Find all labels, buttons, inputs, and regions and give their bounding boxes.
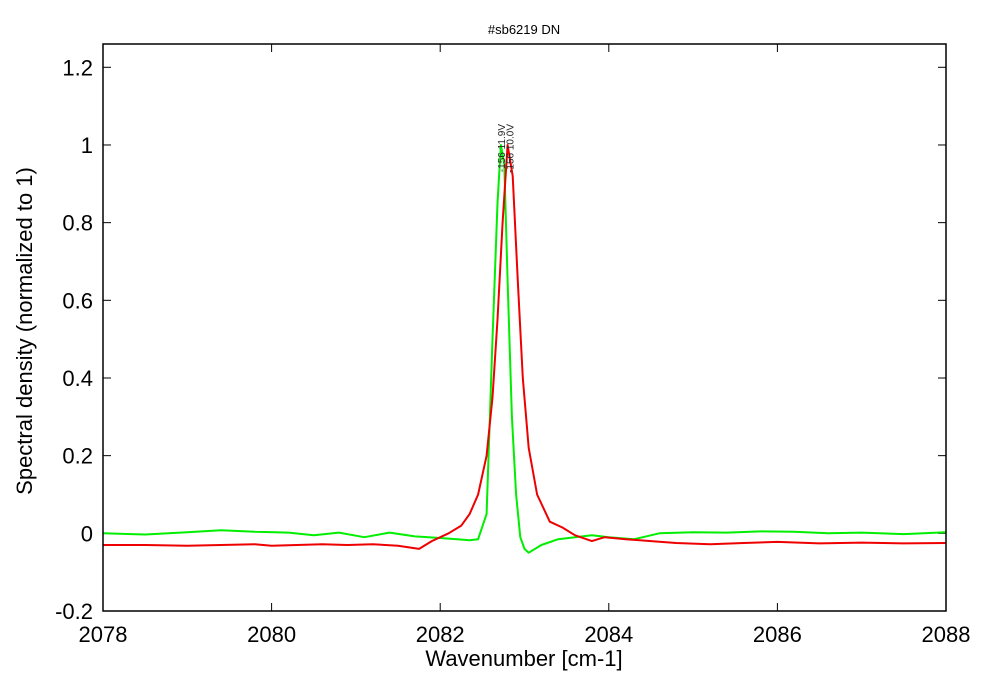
- y-tick-label: 1: [81, 133, 93, 158]
- y-tick-label: 1.2: [62, 55, 93, 80]
- series-line-1: [103, 144, 947, 550]
- peak-labels: -156 11.9V-156 10.0V: [497, 124, 516, 173]
- y-axis: -0.2 0 0.2 0.4 0.6 0.8 1 1.2: [55, 55, 946, 624]
- peak-label: -156 11.9V: [497, 124, 508, 173]
- plot-area: [102, 144, 947, 554]
- y-tick-label: 0: [81, 521, 93, 546]
- series-line-0: [102, 144, 947, 554]
- y-tick-label: -0.2: [55, 599, 93, 624]
- y-axis-label: Spectral density (normalized to 1): [12, 167, 37, 495]
- y-tick-label: 0.2: [62, 444, 93, 469]
- x-tick-label: 2082: [416, 622, 465, 647]
- x-tick-label: 2078: [79, 622, 128, 647]
- y-tick-label: 0.4: [62, 366, 93, 391]
- plot-frame: [102, 43, 947, 612]
- x-axis: 2078 2080 2082 2084 2086 2088: [79, 44, 971, 647]
- peak-label: -156 10.0V: [505, 124, 516, 173]
- y-tick-label: 0.6: [62, 288, 93, 313]
- y-tick-label: 0.8: [62, 211, 93, 236]
- x-tick-label: 2084: [584, 622, 633, 647]
- x-tick-label: 2088: [922, 622, 971, 647]
- chart-title: #sb6219 DN: [488, 22, 560, 37]
- x-tick-label: 2086: [753, 622, 802, 647]
- x-tick-label: 2080: [247, 622, 296, 647]
- x-axis-label: Wavenumber [cm-1]: [425, 646, 622, 671]
